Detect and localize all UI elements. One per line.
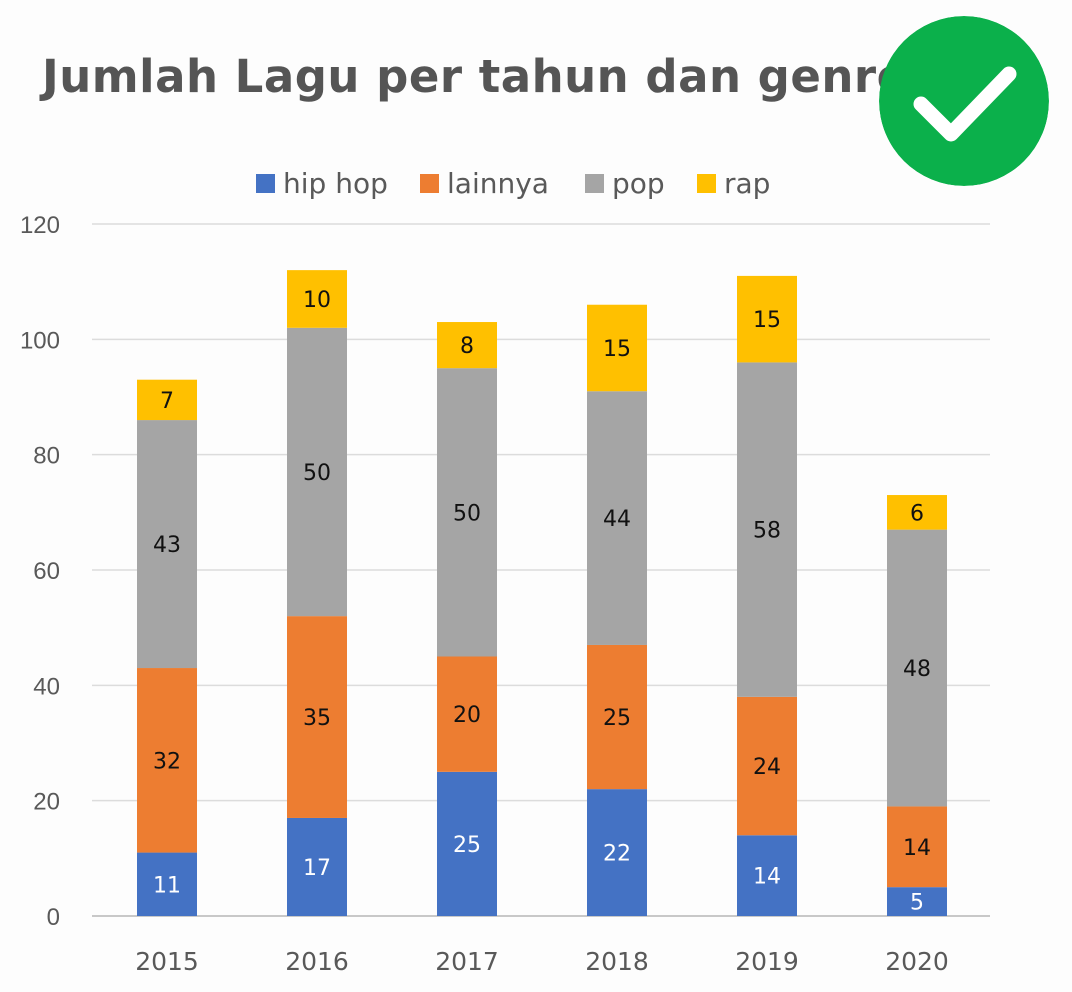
checkmark-icon	[913, 66, 1017, 142]
x-tick-label: 2020	[885, 947, 949, 976]
bar-segment	[287, 327, 347, 617]
data-label: 14	[753, 865, 781, 890]
y-tick-label: 100	[20, 327, 60, 354]
bar-segment	[737, 362, 797, 697]
bar-segment	[887, 495, 947, 530]
y-tick-label: 120	[20, 212, 60, 239]
bar-segment	[437, 771, 497, 916]
legend-marker	[697, 174, 716, 193]
y-tick-label: 20	[33, 789, 60, 816]
data-label: 44	[603, 507, 631, 532]
legend-label: lainnya	[447, 167, 549, 200]
bar-segment	[287, 616, 347, 818]
data-label: 20	[453, 703, 481, 728]
bar-segment	[737, 696, 797, 836]
legend-label: hip hop	[283, 167, 388, 200]
legend-marker	[420, 174, 439, 193]
badge-circle	[879, 16, 1049, 186]
bar-segment	[737, 835, 797, 916]
bar-segment	[887, 806, 947, 888]
x-tick-label: 2018	[585, 947, 649, 976]
data-label: 58	[753, 519, 781, 544]
bar-segment	[587, 789, 647, 916]
chart-title: Jumlah Lagu per tahun dan genre	[42, 50, 908, 103]
bar-segment	[137, 379, 197, 421]
data-label: 8	[460, 334, 474, 359]
data-label: 48	[903, 657, 931, 682]
x-tick-label: 2016	[285, 947, 349, 976]
data-label: 32	[153, 749, 181, 774]
y-tick-label: 60	[33, 558, 60, 585]
data-label: 50	[303, 461, 331, 486]
data-label: 7	[160, 389, 174, 414]
bar-segment	[587, 644, 647, 790]
bar-segment	[437, 322, 497, 369]
bar-segment	[137, 852, 197, 916]
bar-segment	[737, 275, 797, 363]
data-label: 5	[910, 891, 924, 916]
bar-segment	[887, 529, 947, 807]
data-label: 15	[753, 308, 781, 333]
data-label: 25	[453, 833, 481, 858]
data-label: 43	[153, 533, 181, 558]
data-label: 14	[903, 836, 931, 861]
data-label: 22	[603, 842, 631, 867]
legend-label: rap	[724, 167, 770, 200]
x-tick-label: 2015	[135, 947, 199, 976]
y-tick-label: 40	[33, 673, 60, 700]
y-tick-label: 80	[33, 443, 60, 470]
data-label: 10	[303, 288, 331, 313]
x-tick-label: 2017	[435, 947, 499, 976]
legend-marker	[256, 174, 275, 193]
x-tick-label: 2019	[735, 947, 799, 976]
bar-segment	[887, 887, 947, 916]
bar-segment	[137, 668, 197, 853]
bar-segment	[587, 391, 647, 645]
y-tick-label: 0	[47, 904, 60, 931]
bar-segment	[437, 368, 497, 657]
bar-segment	[437, 656, 497, 772]
data-label: 25	[603, 706, 631, 731]
data-label: 24	[753, 755, 781, 780]
legend-label: pop	[612, 167, 665, 200]
bar-segment	[137, 420, 197, 669]
bar-segment	[287, 817, 347, 916]
data-label: 35	[303, 706, 331, 731]
checkmark-badge	[879, 16, 1049, 186]
bar-segment	[287, 270, 347, 328]
legend-marker	[585, 174, 604, 193]
data-label: 11	[153, 873, 181, 898]
data-label: 50	[453, 501, 481, 526]
data-label: 6	[910, 501, 924, 526]
bar-segment	[587, 304, 647, 392]
data-label: 15	[603, 337, 631, 362]
data-label: 17	[303, 856, 331, 881]
